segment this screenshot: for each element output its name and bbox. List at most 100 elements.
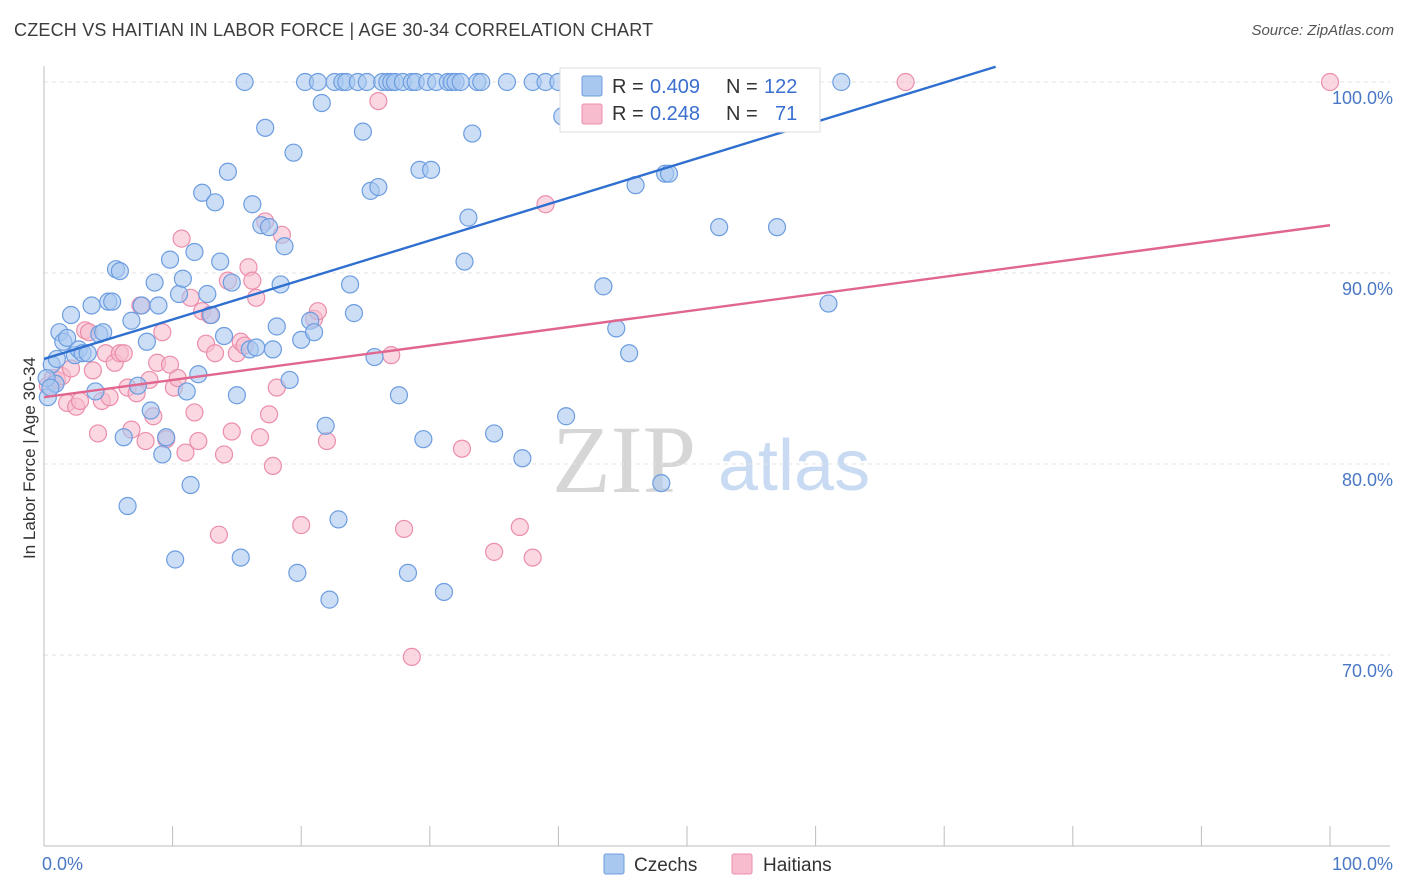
haitian-point [402,647,421,667]
haitian-point [185,403,204,422]
x-tick-labels: 0.0% 100.0% [42,854,1393,874]
czech-point [267,317,286,336]
czech-point [414,430,433,449]
haitian-point [83,361,102,380]
czech-point [304,323,324,342]
czech-point [557,407,576,426]
legend-czechs-n-label: N = [726,76,758,98]
legend-haitians-r-label: R = [612,103,644,125]
watermark-zip: ZIP [552,406,696,513]
y-tick-label: 80.0% [1342,470,1393,490]
czech-point [398,563,418,582]
haitian-point [205,344,225,363]
czech-point [620,344,639,363]
czech-point [193,183,212,202]
czech-point [421,160,441,179]
czech-point [189,365,208,384]
y-tick-label: 90.0% [1342,279,1393,299]
legend-czechs-r-value: 0.409 [650,76,700,98]
czech-point [173,269,192,288]
czech-point [459,208,478,227]
x-tick-label: 100.0% [1332,854,1393,874]
czech-point [434,582,454,602]
czech-point [41,378,60,397]
czech-point [316,416,335,435]
czech-point [710,218,729,237]
czech-point [103,292,122,311]
czech-point [340,275,360,294]
czech-point [227,386,246,405]
czech-point [153,445,172,464]
czech-point [353,122,373,141]
haitian-point [263,456,283,476]
czech-point [157,428,176,447]
y-axis-label: In Labor Force | Age 30-34 [20,357,39,559]
legend-haitians-n-label: N = [726,103,758,125]
haitian-point [70,391,90,411]
czech-point [259,218,279,237]
haitian-point [243,271,262,290]
haitian-point [209,525,228,544]
haitian-point [394,519,414,539]
axes [43,66,1390,847]
haitian-point [369,91,388,111]
czech-point [344,304,364,323]
czech-point [497,72,517,92]
czech-point [320,590,339,609]
watermark-atlas: atlas [718,426,870,506]
bottom-legend-swatch-haitians [731,853,753,875]
czechs-points [37,72,851,609]
haitian-point [222,422,241,441]
bottom-legend-swatch-czechs [603,853,625,875]
czech-point [141,401,160,420]
series-legend: Czechs Haitians [603,853,832,876]
haitian-point [250,428,270,447]
czech-point [513,449,532,468]
czech-point [256,118,275,137]
haitian-point [172,229,191,248]
czech-point [280,370,299,390]
haitian-point [1320,72,1340,92]
legend-swatch-haitians [581,103,603,125]
legend-haitians-r-value: 0.248 [650,103,700,125]
czech-point [247,338,266,357]
legend-czechs-r-label: R = [612,76,644,98]
czech-point [177,382,196,401]
czech-point [82,296,101,315]
czech-point [214,326,234,346]
bottom-legend-czechs: Czechs [634,855,697,876]
czech-point [132,296,151,315]
czech-point [205,193,225,212]
haitian-point [160,355,180,374]
czech-point [284,143,303,162]
haitian-point [485,542,504,561]
haitian-point [259,405,279,424]
czech-point [110,261,129,281]
czech-point [160,250,180,269]
czech-point [275,237,294,256]
czech-point [832,72,851,92]
trend-lines [43,65,1331,399]
x-tick-label: 0.0% [42,854,83,874]
haitians-points [38,72,1340,667]
czech-point [231,548,250,567]
czech-point [198,284,217,304]
czech-point [485,424,504,443]
czech-point [185,242,204,262]
czech-point [218,162,237,181]
correlation-legend: R = 0.409 N = 122 R = 0.248 N = 71 [559,67,821,133]
haitian-point [136,431,155,451]
czech-point [652,474,671,493]
haitians-trend-line [43,224,1331,399]
czech-point [329,510,348,529]
czech-point [455,252,474,271]
czech-point [389,386,409,405]
czech-point [61,305,81,325]
haitian-point [292,516,311,535]
haitian-point [510,517,529,537]
czech-point [463,124,482,143]
y-tick-label: 70.0% [1342,661,1393,681]
haitian-point [88,424,108,443]
gridlines [44,81,1390,656]
